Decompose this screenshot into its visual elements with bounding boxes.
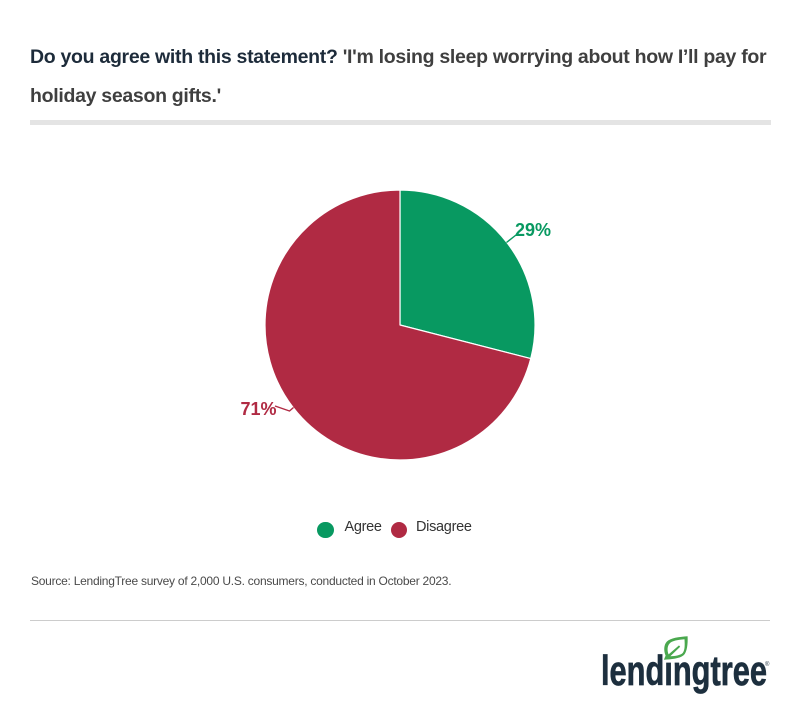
svg-text:29%: 29% [515, 220, 551, 240]
svg-text:71%: 71% [241, 399, 277, 419]
svg-text:®: ® [765, 661, 770, 668]
